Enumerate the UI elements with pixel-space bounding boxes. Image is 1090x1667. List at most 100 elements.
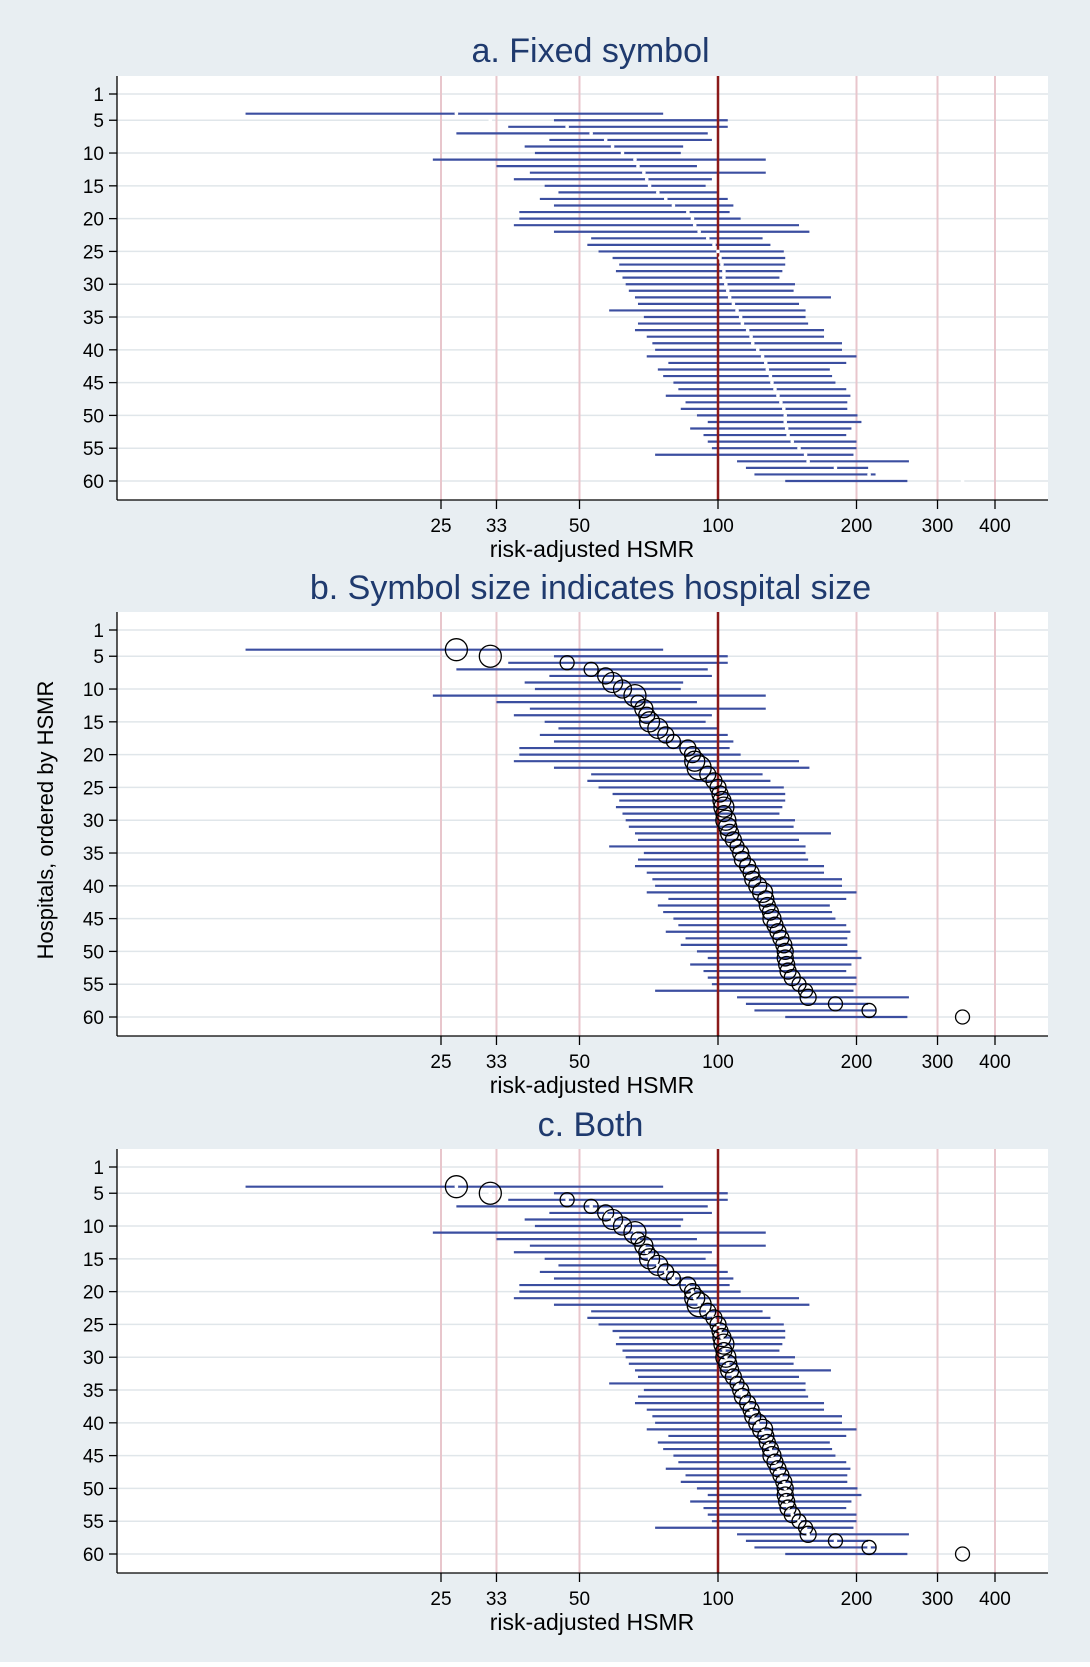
hospital-point [647, 184, 652, 188]
hospital-marker [776, 949, 794, 967]
hospital-point [644, 1250, 649, 1255]
hospital-point [722, 1348, 726, 1353]
hospital-marker [612, 679, 633, 699]
hospital-point [722, 269, 726, 273]
hospital-marker [733, 1387, 752, 1406]
hospital-marker [634, 699, 654, 719]
hospital-marker [775, 1473, 793, 1491]
hospital-point [779, 400, 783, 405]
hospital-point [783, 420, 788, 424]
hospital-point [454, 111, 459, 116]
hospital-marker [757, 890, 775, 908]
hospital-point [867, 1545, 871, 1550]
hospital-marker [715, 1346, 737, 1368]
x-tick-label: 33 [486, 1052, 507, 1073]
hospital-point [686, 210, 690, 214]
hospital-point [786, 433, 790, 437]
hospital-point [790, 439, 795, 444]
hospital-point [773, 387, 777, 391]
y-tick-label: 55 [83, 439, 104, 460]
x-tick-label: 400 [979, 1589, 1011, 1610]
hospital-point [833, 466, 838, 470]
hospital-point [656, 190, 660, 195]
hospital-marker [597, 667, 615, 685]
hospital-marker [776, 1486, 794, 1504]
x-tick-label: 50 [569, 1589, 590, 1610]
hospital-marker [647, 1254, 669, 1277]
hospital-marker [444, 638, 469, 662]
hospital-marker [638, 1248, 661, 1270]
hospital-marker [638, 1243, 656, 1261]
hospital-marker [731, 1381, 750, 1399]
y-tick-label: 25 [83, 778, 104, 799]
y-tick-label: 40 [83, 1414, 104, 1435]
y-tick-label: 15 [83, 713, 104, 734]
hospital-point [960, 1552, 965, 1556]
y-tick-label: 10 [83, 1217, 104, 1238]
hospital-point [765, 367, 770, 372]
hospital-point [770, 380, 774, 385]
hospital-marker [713, 1333, 735, 1355]
y-tick-label: 40 [83, 341, 104, 362]
x-tick-label: 25 [430, 1589, 451, 1610]
y-tick-label: 20 [83, 746, 104, 767]
hospital-marker [861, 1002, 877, 1019]
hospital-marker [751, 1418, 774, 1441]
x-tick-label: 300 [922, 1052, 954, 1073]
y-tick-label: 50 [83, 406, 104, 427]
hospital-marker [731, 844, 750, 862]
y-tick-label: 50 [83, 942, 104, 963]
hospital-point [636, 164, 640, 168]
hospital-marker [634, 1236, 654, 1256]
hospital-point [867, 472, 871, 477]
hospital-marker [583, 1198, 599, 1215]
y-tick-label: 30 [83, 811, 104, 832]
hospital-point [806, 1532, 810, 1537]
panel-title: c. Both [538, 1106, 644, 1144]
hospital-marker [715, 809, 737, 831]
y-tick-label: 5 [93, 647, 104, 668]
y-tick-label: 20 [83, 1283, 104, 1304]
hospital-point [720, 262, 724, 267]
hospital-marker [757, 1427, 775, 1445]
hospital-point [768, 1447, 773, 1451]
y-tick-label: 15 [83, 1250, 104, 1271]
x-tick-label: 25 [430, 516, 451, 537]
x-tick-label: 100 [702, 1052, 734, 1073]
hospital-marker [699, 1302, 717, 1320]
hospital-point [697, 229, 701, 234]
hospital-marker [647, 717, 669, 740]
hospital-point [488, 1191, 493, 1196]
y-tick-label: 25 [83, 242, 104, 263]
y-tick-label: 30 [83, 1348, 104, 1369]
hospital-marker [638, 706, 656, 724]
x-tick-label: 50 [569, 1052, 590, 1073]
hospital-marker [733, 850, 752, 869]
x-tick-label: 200 [841, 516, 873, 537]
hospital-marker [699, 765, 717, 783]
hospital-point [725, 288, 730, 293]
y-tick-label: 60 [83, 1545, 104, 1566]
hospital-point [589, 131, 593, 136]
hospital-point [692, 1296, 697, 1300]
hospital-marker [715, 805, 733, 823]
hospital-point [610, 1217, 615, 1222]
hospital-marker [684, 1287, 706, 1309]
hospital-point [745, 328, 750, 332]
y-tick-label: 10 [83, 680, 104, 701]
hospital-point [656, 1263, 660, 1268]
hospital-marker [630, 694, 646, 710]
hospital-marker [776, 942, 794, 961]
hospital-point [620, 1224, 625, 1228]
hospital-marker [724, 1368, 743, 1386]
hospital-marker [665, 733, 682, 750]
hospital-point [781, 407, 786, 411]
y-tick-label: 15 [83, 177, 104, 198]
hospital-point [663, 1270, 668, 1274]
x-tick-label: 200 [841, 1589, 873, 1610]
x-tick-label: 300 [922, 1589, 954, 1610]
y-tick-label: 1 [93, 1158, 104, 1179]
